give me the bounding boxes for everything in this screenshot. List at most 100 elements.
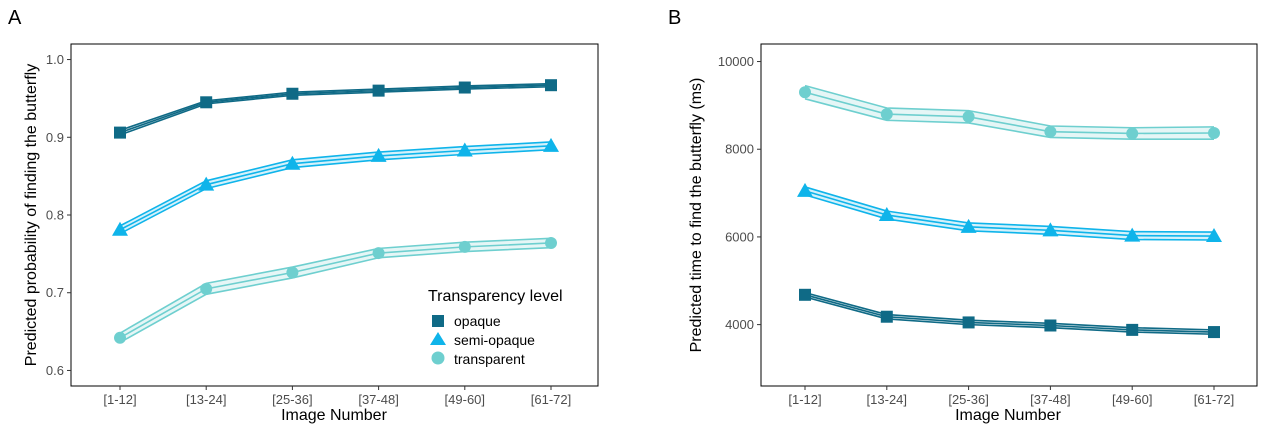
opaque-point [799, 288, 811, 301]
transparent-confidence-band [805, 85, 1214, 140]
panel-b-lines [804, 84, 1215, 336]
x-tick-label: [25-36] [948, 392, 988, 407]
opaque-point [962, 316, 975, 329]
panel-a-y-axis-title: Predicted probability of finding the but… [23, 64, 40, 366]
semi-opaque-point [1206, 228, 1222, 243]
semi-opaque-point [284, 155, 301, 170]
legend-transparent-circle-marker [431, 351, 445, 365]
semi-opaque-point [878, 207, 895, 221]
transparent-point [880, 108, 893, 121]
legend-title: Transparency level [428, 288, 563, 305]
panel-b-bands [805, 85, 1214, 335]
transparent-point [799, 86, 811, 99]
x-tick-label: [49-60] [1112, 392, 1152, 407]
opaque-upper-bound-line [119, 82, 552, 132]
opaque-lower-bound-line [804, 296, 1215, 336]
transparent-lower-bound-line [804, 98, 1214, 140]
legend-semi-opaque-triangle-marker [430, 332, 446, 345]
opaque-lower-bound-line [119, 85, 552, 136]
semi-opaque-point [456, 142, 473, 157]
opaque-point [545, 79, 557, 92]
legend-label-opaque: opaque [454, 313, 501, 329]
panel-a: A 0.6 0.7 0.8 0.9 1.0 [1-12] [13-24] [25-36] [3… [8, 7, 599, 424]
panel-b-x-axis-title: Image Number [955, 407, 1061, 424]
y-tick-label: 0.6 [46, 363, 64, 378]
transparent-point [458, 240, 471, 253]
legend-label-transparent: transparent [454, 351, 525, 367]
panel-b: B 4000 6000 8000 10000 [1-12] [13-24] [25-36]… [668, 7, 1258, 424]
opaque-point [1208, 326, 1220, 339]
x-tick-label: [13-24] [186, 392, 226, 407]
x-tick-label: [25-36] [272, 392, 312, 407]
panel-a-lines [119, 82, 552, 344]
panel-a-y-ticks: 0.6 0.7 0.8 0.9 1.0 [46, 52, 71, 378]
semi-opaque-line [119, 145, 552, 231]
legend-label-semi-opaque: semi-opaque [454, 332, 535, 348]
opaque-point [458, 81, 471, 94]
semi-opaque-lower-bound-line [804, 194, 1215, 241]
transparent-lower-bound-line [119, 246, 552, 344]
semi-opaque-point [370, 147, 387, 162]
x-tick-label: [61-72] [1194, 392, 1234, 407]
x-tick-label: [1-12] [788, 392, 821, 407]
opaque-point [286, 87, 299, 100]
x-tick-label: [37-48] [358, 392, 398, 407]
panel-a-legend: Transparency level opaque semi-opaque tr… [428, 288, 563, 367]
semi-opaque-line [804, 190, 1215, 237]
y-tick-label: 10000 [718, 54, 754, 69]
opaque-point [372, 84, 385, 97]
opaque-point [1126, 323, 1139, 336]
transparent-point [962, 110, 975, 123]
transparent-point [114, 331, 126, 344]
panel-a-x-axis-title: Image Number [281, 407, 387, 424]
transparent-line [804, 91, 1215, 135]
semi-opaque-upper-bound-line [804, 186, 1215, 233]
transparent-point [1126, 127, 1139, 140]
opaque-point [1044, 319, 1057, 332]
panel-b-points [797, 86, 1222, 339]
x-tick-label: [1-12] [103, 392, 136, 407]
semi-opaque-lower-bound-line [119, 148, 552, 235]
transparent-upper-bound-line [119, 237, 552, 334]
y-tick-label: 0.8 [46, 208, 64, 223]
x-tick-label: [13-24] [867, 392, 907, 407]
opaque-line [804, 294, 1215, 333]
semi-opaque-point [543, 137, 559, 152]
opaque-point [200, 96, 213, 109]
semi-opaque-point [1124, 227, 1141, 242]
y-tick-label: 6000 [725, 229, 754, 244]
y-tick-label: 0.9 [46, 130, 64, 145]
semi-opaque-point [797, 182, 813, 197]
panel-a-x-ticks: [1-12] [13-24] [25-36] [37-48] [49-60] [61-72… [103, 386, 571, 407]
opaque-point [114, 126, 126, 139]
panel-a-letter: A [8, 7, 22, 29]
x-tick-label: [37-48] [1030, 392, 1070, 407]
x-tick-label: [61-72] [531, 392, 571, 407]
opaque-line [119, 84, 552, 134]
panel-b-y-axis-title: Predicted time to find the butterfly (ms… [688, 78, 705, 353]
semi-opaque-point [960, 218, 977, 233]
opaque-upper-bound-line [804, 291, 1215, 331]
transparent-point [286, 266, 299, 279]
transparent-point [1208, 127, 1220, 140]
transparent-upper-bound-line [804, 84, 1215, 129]
y-tick-label: 8000 [725, 142, 754, 157]
y-tick-label: 1.0 [46, 52, 64, 67]
semi-opaque-point [1042, 222, 1059, 237]
panel-b-plot-frame [760, 43, 1258, 387]
panel-b-letter: B [668, 7, 681, 29]
legend-opaque-square-marker [432, 315, 444, 327]
transparent-point [545, 236, 557, 249]
transparent-point [1044, 125, 1057, 138]
transparent-line [119, 242, 552, 339]
opaque-point [880, 310, 893, 323]
y-tick-label: 0.7 [46, 285, 64, 300]
panel-b-y-ticks: 4000 6000 8000 10000 [718, 54, 761, 332]
semi-opaque-upper-bound-line [119, 141, 552, 227]
semi-opaque-point [112, 221, 128, 236]
x-tick-label: [49-60] [445, 392, 485, 407]
transparent-point [372, 247, 385, 260]
panel-a-points [112, 79, 559, 344]
y-tick-label: 4000 [725, 317, 754, 332]
